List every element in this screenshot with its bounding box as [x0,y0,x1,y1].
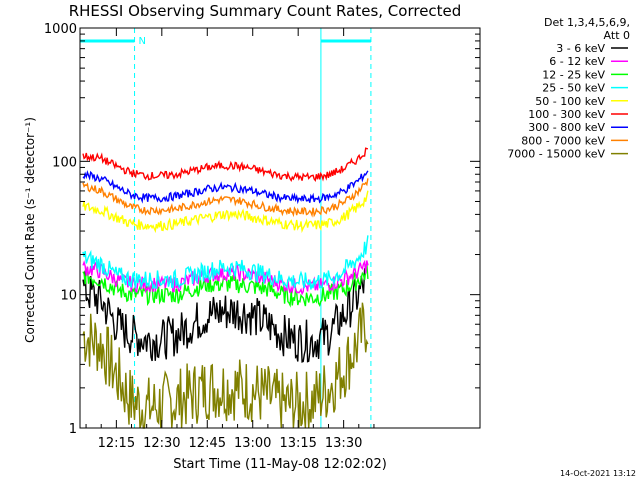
legend-label: 800 - 7000 keV [521,134,605,147]
series-7000-15000-kev [82,302,369,429]
legend-label: 6 - 12 keV [549,55,605,68]
legend-label: 50 - 100 keV [535,95,605,108]
y-tick-label: 1 [69,422,77,437]
x-tick-label: 12:30 [143,436,180,451]
x-axis-label: Start Time (11-May-08 12:02:02) [173,457,387,472]
series-300-800-kev [82,170,369,205]
legend-label: 25 - 50 keV [542,82,605,95]
series-100-300-kev [82,147,369,183]
legend-label: 300 - 800 keV [528,121,605,134]
y-tick-label: 100 [52,155,77,170]
series-3-6-kev [82,261,369,363]
x-tick-label: 12:15 [98,436,135,451]
series-6-12-kev [82,259,369,296]
legend-label: 3 - 6 keV [556,42,605,55]
timestamp: 14-Oct-2021 13:12 [560,469,636,478]
detector-header: Det 1,3,4,5,6,9, [544,16,630,29]
x-tick-label: 13:30 [325,436,362,451]
legend-label: 100 - 300 keV [528,108,605,121]
y-tick-label: 10 [60,289,77,304]
plot-frame [79,27,481,429]
y-tick-label: 1000 [44,22,77,37]
legend-label: 7000 - 15000 keV [507,148,605,161]
x-tick-label: 13:00 [234,436,271,451]
chart-title: RHESSI Observing Summary Count Rates, Co… [69,2,462,20]
series-800-7000-kev [82,178,369,218]
attenuator-header: Att 0 [604,29,630,42]
legend-label: 12 - 25 keV [542,68,605,81]
series-25-50-kev [82,235,369,290]
x-tick-label: 13:15 [279,436,316,451]
series-50-100-kev [82,190,369,234]
night-label: N [139,36,146,47]
x-tick-label: 12:45 [189,436,226,451]
y-axis-label: Corrected Count Rate (s⁻¹ detector⁻¹) [23,117,37,343]
